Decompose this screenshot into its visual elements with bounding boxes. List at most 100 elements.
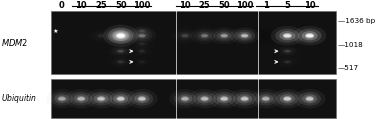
Ellipse shape (250, 89, 281, 108)
Text: 5: 5 (285, 0, 290, 10)
Ellipse shape (116, 33, 126, 39)
Ellipse shape (131, 92, 153, 106)
Ellipse shape (98, 97, 105, 100)
Ellipse shape (284, 97, 291, 100)
Ellipse shape (174, 92, 196, 106)
Text: 50: 50 (115, 0, 127, 10)
Ellipse shape (134, 94, 149, 103)
Ellipse shape (270, 26, 304, 45)
Bar (51, 79, 336, 118)
Ellipse shape (118, 61, 123, 63)
Ellipse shape (293, 26, 326, 45)
Ellipse shape (306, 34, 313, 37)
Ellipse shape (114, 48, 127, 54)
Ellipse shape (169, 89, 201, 108)
Ellipse shape (214, 30, 235, 42)
Ellipse shape (302, 31, 318, 40)
Ellipse shape (261, 96, 270, 102)
Ellipse shape (284, 50, 291, 53)
Ellipse shape (217, 32, 231, 40)
Ellipse shape (298, 92, 321, 106)
Ellipse shape (262, 97, 269, 100)
Ellipse shape (51, 92, 73, 106)
Ellipse shape (220, 33, 228, 38)
Ellipse shape (126, 89, 158, 108)
Ellipse shape (117, 97, 124, 100)
Ellipse shape (77, 96, 85, 102)
Ellipse shape (110, 30, 131, 42)
Ellipse shape (178, 94, 192, 103)
Text: 25: 25 (199, 0, 211, 10)
Ellipse shape (305, 33, 314, 38)
Text: 100: 100 (236, 0, 253, 10)
Ellipse shape (139, 61, 145, 63)
Ellipse shape (98, 34, 104, 37)
Ellipse shape (241, 34, 248, 37)
Ellipse shape (97, 96, 105, 102)
Ellipse shape (78, 97, 85, 100)
Ellipse shape (114, 32, 128, 40)
Ellipse shape (240, 96, 249, 102)
Ellipse shape (136, 59, 148, 65)
Ellipse shape (209, 89, 240, 108)
Text: $\bigstar$: $\bigstar$ (53, 27, 60, 35)
Ellipse shape (74, 94, 89, 103)
Ellipse shape (237, 94, 252, 103)
Text: —517: —517 (338, 65, 359, 71)
Ellipse shape (112, 30, 129, 41)
Ellipse shape (193, 92, 216, 106)
Ellipse shape (298, 29, 322, 43)
Ellipse shape (138, 96, 146, 102)
Ellipse shape (132, 26, 152, 36)
Text: $\it{E}$-$\mathbf{26}$ ($\mu$M): $\it{E}$-$\mathbf{26}$ ($\mu$M) (86, 0, 136, 2)
Ellipse shape (97, 33, 105, 38)
Ellipse shape (280, 94, 295, 103)
Ellipse shape (138, 42, 145, 46)
Ellipse shape (139, 34, 145, 37)
Ellipse shape (217, 94, 232, 103)
Ellipse shape (138, 97, 145, 100)
Ellipse shape (285, 50, 290, 52)
Ellipse shape (112, 47, 130, 56)
Ellipse shape (258, 94, 273, 103)
Ellipse shape (294, 89, 325, 108)
Ellipse shape (112, 57, 130, 66)
Ellipse shape (136, 41, 148, 47)
Ellipse shape (117, 33, 125, 38)
Text: —1636 bp: —1636 bp (338, 18, 375, 24)
Ellipse shape (109, 92, 132, 106)
Ellipse shape (234, 30, 255, 42)
Ellipse shape (138, 29, 146, 33)
Text: $\mathbf{22}$ ($\mu$M): $\mathbf{22}$ ($\mu$M) (194, 0, 234, 2)
Ellipse shape (276, 92, 299, 106)
Text: 25: 25 (95, 0, 107, 10)
Ellipse shape (114, 59, 127, 65)
Ellipse shape (283, 33, 292, 38)
Ellipse shape (85, 89, 117, 108)
Ellipse shape (117, 49, 124, 53)
Ellipse shape (281, 59, 294, 65)
Ellipse shape (113, 94, 128, 103)
Ellipse shape (201, 97, 208, 100)
Ellipse shape (139, 30, 145, 32)
Ellipse shape (90, 92, 113, 106)
Ellipse shape (138, 60, 145, 64)
Ellipse shape (283, 96, 292, 102)
Ellipse shape (194, 30, 215, 42)
Text: —1018: —1018 (338, 42, 364, 48)
Ellipse shape (136, 48, 148, 54)
Ellipse shape (238, 32, 252, 40)
Ellipse shape (229, 89, 260, 108)
Ellipse shape (103, 25, 138, 47)
Ellipse shape (284, 60, 291, 64)
Ellipse shape (106, 27, 136, 44)
Ellipse shape (58, 97, 65, 100)
Ellipse shape (213, 92, 236, 106)
Ellipse shape (209, 27, 239, 44)
Ellipse shape (116, 96, 125, 102)
Text: 100: 100 (133, 0, 151, 10)
Text: 0: 0 (59, 0, 65, 10)
Ellipse shape (233, 92, 256, 106)
Ellipse shape (135, 32, 149, 40)
Ellipse shape (138, 49, 145, 53)
